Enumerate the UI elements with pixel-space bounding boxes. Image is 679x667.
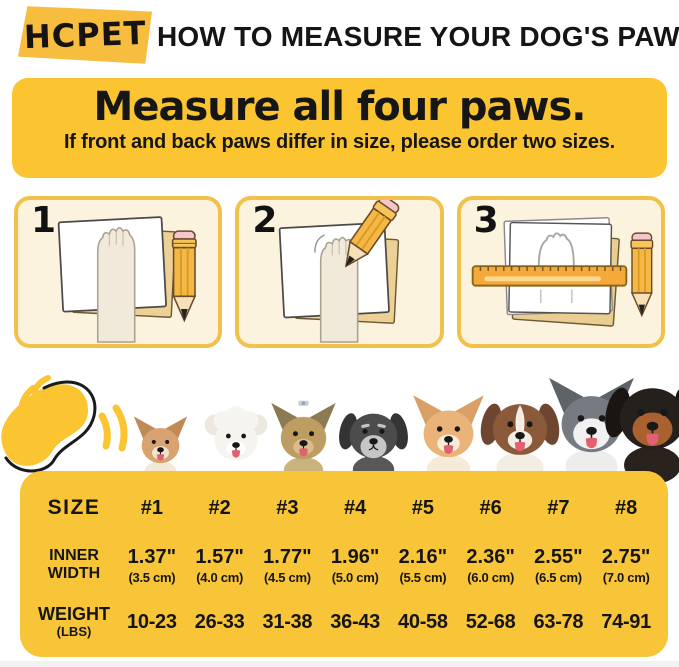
step-1-panel: 1	[14, 196, 223, 348]
width-cell: 1.77" (4.5 cm)	[263, 545, 312, 585]
width-cell: 1.37" (3.5 cm)	[127, 545, 177, 585]
step-1-number: 1	[31, 200, 57, 241]
dog-photo-yorkshire-terrier	[266, 400, 341, 484]
brand-logo: HCPET	[18, 6, 152, 64]
width-cell: 1.96" (5.0 cm)	[330, 545, 380, 585]
step-1-illustration-paw-on-paper	[57, 216, 197, 343]
size-cell: #5	[411, 496, 434, 519]
banner-headline: Measure all four paws.	[93, 84, 587, 130]
step-3-illustration-measure-with-ruler	[471, 217, 653, 327]
page-title: HOW TO MEASURE YOUR DOG'S PAWS	[157, 21, 679, 52]
size-cell: #4	[344, 496, 367, 519]
weight-row-label: WEIGHT (LBS)	[38, 603, 110, 639]
size-cell: #6	[479, 496, 502, 519]
width-cell: 2.75" (7.0 cm)	[601, 545, 651, 585]
weight-cell: 31-38	[262, 610, 313, 633]
pencil-icon	[630, 232, 653, 318]
step-3-panel: 3	[456, 196, 665, 348]
dog-photo-siberian-husky	[542, 374, 641, 484]
size-cell: #8	[615, 496, 638, 519]
measuring-steps: 1 2	[14, 196, 665, 348]
step-2-panel: 2	[235, 196, 444, 348]
ruler-icon	[471, 265, 627, 287]
banner-subline: If front and back paws differ in size, p…	[63, 131, 616, 153]
measure-banner: Measure all four paws. If front and back…	[12, 78, 667, 178]
weight-cell: 74-91	[601, 610, 651, 633]
width-cell: 1.57" (4.0 cm)	[195, 545, 244, 585]
size-cell: #2	[208, 496, 231, 519]
size-cell: #1	[140, 496, 163, 519]
weight-cell: 36-43	[330, 610, 380, 633]
bottom-edge-strip	[0, 661, 679, 667]
step-2-illustration-trace-paw	[279, 200, 400, 343]
width-cell: 2.16" (5.5 cm)	[398, 545, 448, 585]
dog-photo-australian-shepherd	[475, 384, 565, 484]
dog-photo-shiba-inu	[407, 392, 490, 484]
paw-swoosh-doodle-icon	[1, 375, 128, 473]
size-row-label: SIZE	[47, 496, 101, 520]
pencil-icon	[171, 230, 197, 323]
step-2-number: 2	[252, 200, 278, 241]
pencil-icon	[345, 200, 400, 268]
width-cell: 2.36" (6.0 cm)	[466, 545, 515, 585]
dog-photo-miniature-schnauzer	[334, 396, 413, 484]
inner-width-row-label: INNER WIDTH	[47, 547, 101, 582]
size-chart: SIZE #1 #2 #3 #4 #5 #6 #7 #8 INNER WIDTH 1.37"(…	[20, 471, 668, 657]
size-cell: #3	[276, 496, 299, 519]
weight-cell: 40-58	[398, 610, 448, 633]
weight-cell: 10-23	[127, 610, 177, 633]
brand-logo-text: HCPET	[23, 13, 147, 57]
width-cell: 2.55" (6.5 cm)	[534, 545, 583, 585]
weight-row: WEIGHT (LBS) 10-23 26-33 31-38 36-43 40-58 52…	[30, 597, 660, 647]
step-3-number: 3	[473, 200, 499, 241]
size-cell: #7	[547, 496, 570, 519]
weight-cell: 26-33	[194, 610, 245, 633]
size-row: SIZE #1 #2 #3 #4 #5 #6 #7 #8	[30, 483, 660, 533]
weight-cell: 52-68	[465, 610, 516, 633]
weight-cell: 63-78	[533, 610, 584, 633]
inner-width-row: INNER WIDTH 1.37" (3.5 cm) 1.57" (4.0 cm) 1.…	[30, 533, 660, 597]
dog-photo-rottweiler	[598, 364, 679, 485]
